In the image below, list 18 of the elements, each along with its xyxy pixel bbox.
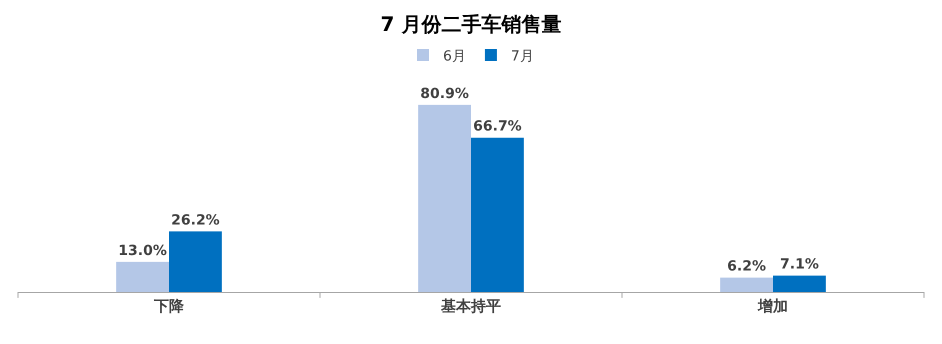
bar: [116, 262, 169, 292]
bar: [720, 278, 773, 292]
data-label: 26.2%: [171, 212, 220, 228]
bar: [471, 138, 524, 292]
data-label: 6.2%: [727, 258, 766, 275]
chart-title: 7 月份二手车销售量: [380, 12, 562, 36]
data-label: 13.0%: [118, 242, 167, 259]
data-label: 66.7%: [473, 118, 522, 135]
x-tick-label: 基本持平: [440, 297, 501, 315]
legend-label: 6月: [443, 48, 466, 64]
bar: [418, 104, 471, 292]
bar: [773, 276, 826, 292]
legend-label: 7月: [510, 48, 534, 64]
data-label: 7.1%: [780, 256, 819, 273]
x-tick-label: 下降: [153, 297, 185, 315]
bar: [169, 231, 222, 292]
x-tick-label: 增加: [757, 297, 788, 315]
data-label: 80.9%: [420, 86, 469, 102]
